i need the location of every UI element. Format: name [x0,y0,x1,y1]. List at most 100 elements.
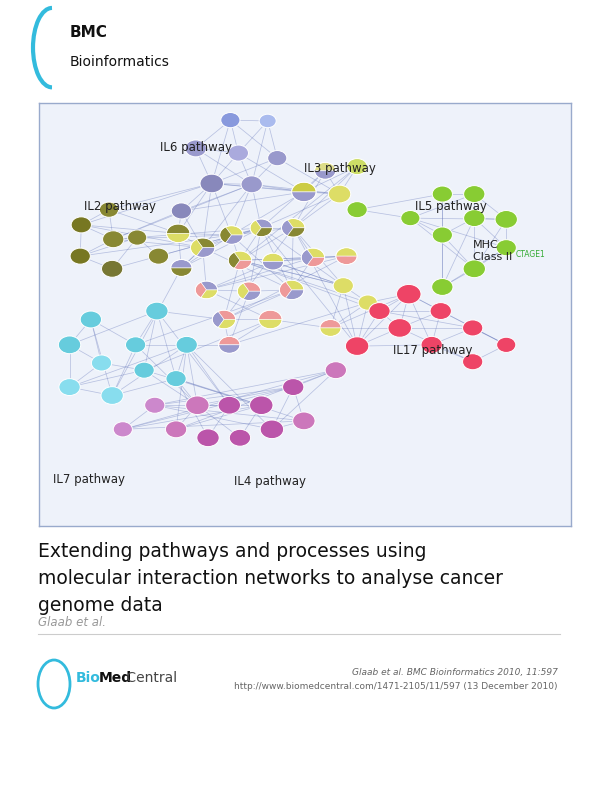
Text: IL2 pathway: IL2 pathway [84,200,156,214]
Circle shape [401,210,420,225]
Circle shape [113,422,133,437]
Wedge shape [201,290,218,299]
Text: IL3 pathway: IL3 pathway [303,162,375,175]
Text: Bioinformatics: Bioinformatics [70,55,170,68]
Text: Glaab et al. BMC Bioinformatics 2010, 11:597: Glaab et al. BMC Bioinformatics 2010, 11… [352,668,558,677]
Wedge shape [212,311,224,328]
Circle shape [102,231,124,248]
Circle shape [70,248,90,264]
Text: IL6 pathway: IL6 pathway [160,141,232,154]
Text: molecular interaction networks to analyse cancer: molecular interaction networks to analys… [38,569,503,588]
Wedge shape [228,252,240,268]
Circle shape [388,318,412,337]
Wedge shape [250,220,261,236]
Circle shape [432,186,452,202]
Circle shape [146,303,168,320]
Wedge shape [286,290,304,299]
Wedge shape [201,281,218,290]
Wedge shape [259,310,282,319]
Wedge shape [234,251,252,260]
Circle shape [200,174,224,193]
Circle shape [347,159,367,175]
Circle shape [325,362,346,379]
Circle shape [241,176,262,193]
Circle shape [462,353,483,370]
Circle shape [496,240,516,256]
Wedge shape [336,256,357,264]
Circle shape [59,379,80,395]
Text: MHC
Class II: MHC Class II [472,241,512,262]
Circle shape [346,337,369,356]
Wedge shape [286,280,304,290]
Text: Central: Central [122,671,177,685]
Wedge shape [287,218,305,228]
Circle shape [101,387,123,404]
Text: CTAGE1: CTAGE1 [515,249,545,259]
Circle shape [221,113,240,128]
Text: Glaab et al.: Glaab et al. [38,616,106,629]
Circle shape [134,362,154,378]
Circle shape [464,186,485,202]
Circle shape [127,230,147,245]
Circle shape [229,430,250,446]
Wedge shape [320,328,341,337]
Circle shape [328,185,350,203]
Text: BMC: BMC [70,25,108,40]
Wedge shape [226,225,243,235]
Wedge shape [237,283,249,299]
Wedge shape [256,228,273,237]
Circle shape [186,396,209,414]
Wedge shape [281,220,293,236]
Circle shape [259,114,276,128]
Wedge shape [219,337,240,345]
Circle shape [148,248,168,264]
Circle shape [268,151,287,166]
Circle shape [462,320,483,336]
Circle shape [71,217,92,233]
Circle shape [396,284,421,304]
Circle shape [333,278,353,294]
Circle shape [495,210,518,228]
Wedge shape [195,282,206,298]
Wedge shape [259,319,282,329]
Circle shape [145,397,165,413]
Wedge shape [280,282,292,299]
Wedge shape [219,345,240,353]
Circle shape [260,420,284,438]
Text: Bio: Bio [76,671,101,685]
Wedge shape [243,291,261,300]
Wedge shape [190,239,203,256]
Wedge shape [320,319,341,328]
Circle shape [464,210,485,226]
Wedge shape [226,235,243,245]
Circle shape [80,311,102,328]
Circle shape [197,429,219,447]
Wedge shape [292,192,316,202]
Circle shape [218,396,240,414]
Circle shape [430,303,452,319]
Text: IL7 pathway: IL7 pathway [54,472,126,486]
Circle shape [369,303,390,319]
Circle shape [176,337,198,353]
Circle shape [165,421,187,437]
Circle shape [185,140,206,157]
Wedge shape [171,268,192,276]
Wedge shape [243,282,261,291]
Wedge shape [262,261,284,270]
Circle shape [293,412,315,430]
Circle shape [421,337,442,353]
Wedge shape [220,227,231,243]
Wedge shape [196,238,215,248]
Circle shape [166,371,186,387]
Circle shape [126,337,146,353]
Text: Extending pathways and processes using: Extending pathways and processes using [38,542,427,561]
Wedge shape [262,253,284,261]
Wedge shape [234,260,252,270]
Circle shape [463,260,486,278]
Circle shape [99,202,118,218]
Circle shape [171,203,192,219]
Wedge shape [287,228,305,237]
Text: IL17 pathway: IL17 pathway [393,344,472,357]
Circle shape [92,355,112,371]
Wedge shape [307,257,325,267]
